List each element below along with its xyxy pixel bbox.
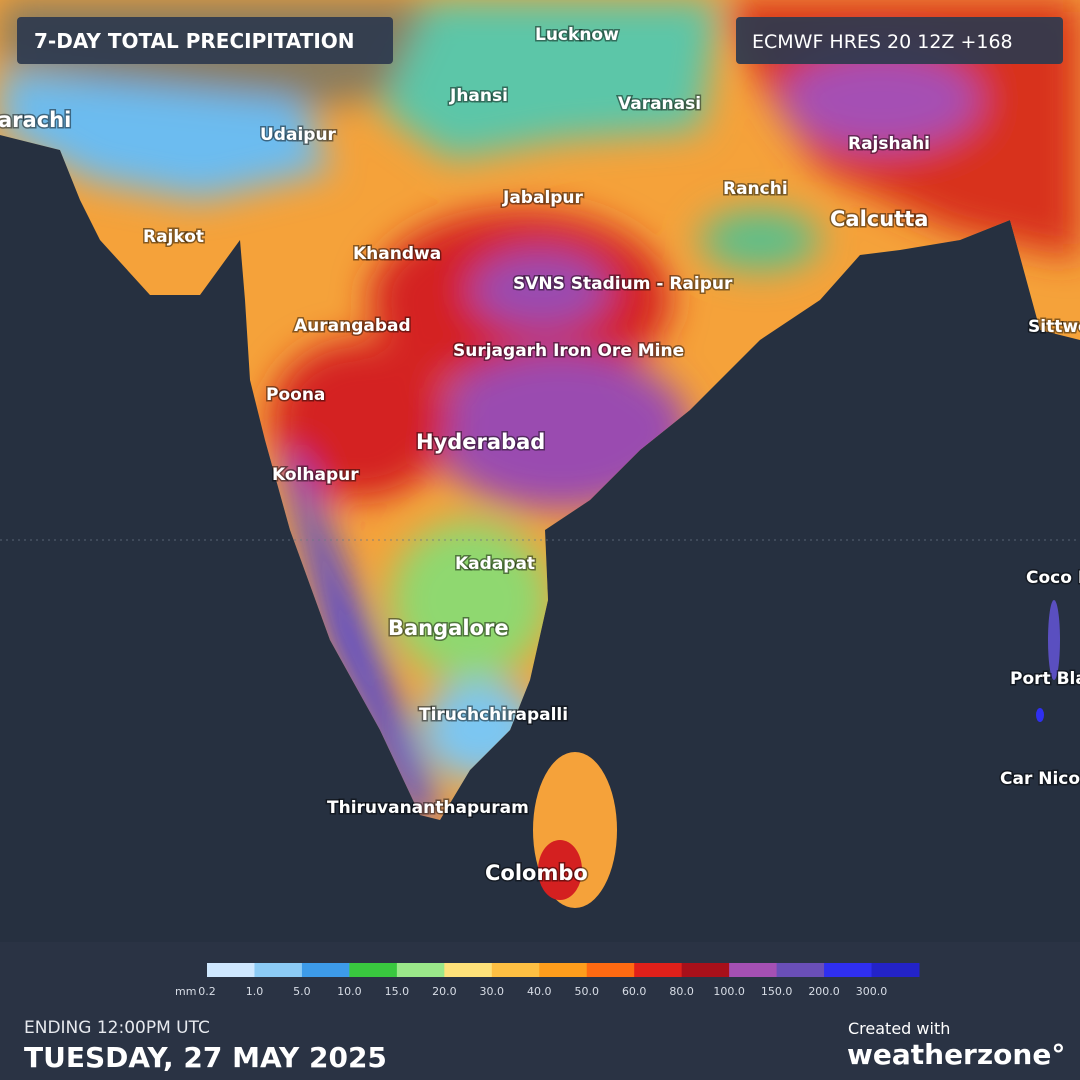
legend-tick-label: 10.0	[337, 985, 362, 998]
place: Udaipur	[260, 125, 337, 145]
legend-tick-label: 150.0	[761, 985, 793, 998]
title: 7-DAY TOTAL PRECIPITATION	[34, 29, 355, 53]
title-box	[17, 17, 393, 64]
legend-tick-label: 5.0	[293, 985, 311, 998]
legend-tick-label: 80.0	[669, 985, 694, 998]
place: Surjagarh Iron Ore Mine	[453, 341, 684, 361]
place: Kadapat	[455, 554, 535, 574]
place: Bangalore	[388, 616, 509, 640]
place: Car Nicob	[1000, 769, 1080, 789]
legend-swatch	[871, 963, 920, 977]
legend-swatch	[634, 963, 683, 977]
place: Rajkot	[143, 227, 204, 247]
place: Jabalpur	[502, 188, 584, 208]
island	[1036, 708, 1044, 722]
legend-tick-label: 100.0	[713, 985, 745, 998]
place: Tiruchchirapalli	[419, 705, 568, 725]
place: Poona	[266, 385, 325, 405]
place: arachi	[0, 108, 71, 132]
legend-tick-label: 30.0	[480, 985, 505, 998]
ending-label: ENDING 12:00PM UTC	[24, 1018, 210, 1038]
place: Calcutta	[830, 207, 928, 231]
legend-swatch	[349, 963, 398, 977]
legend-tick-label: 15.0	[385, 985, 410, 998]
place: Port Bla	[1010, 669, 1080, 689]
place: Varanasi	[618, 94, 701, 114]
legend-swatch	[586, 963, 635, 977]
legend-swatch	[539, 963, 588, 977]
sri-lanka-rain	[538, 840, 582, 900]
legend-swatch	[681, 963, 730, 977]
legend-unit: mm	[175, 985, 196, 998]
place: Hyderabad	[416, 430, 545, 454]
legend-swatch	[491, 963, 540, 977]
legend-swatch	[301, 963, 350, 977]
place-labels: Lucknow Jhansi Varanasi arachi Udaipur R…	[0, 24, 1080, 887]
legend-swatch	[444, 963, 493, 977]
legend-swatch	[396, 963, 445, 977]
legend-swatch	[729, 963, 778, 977]
legend-swatch	[254, 963, 303, 977]
legend-swatch	[776, 963, 825, 977]
date-label: TUESDAY, 27 MAY 2025	[24, 1041, 387, 1074]
legend-tick-label: 0.2	[198, 985, 216, 998]
legend-tick-label: 20.0	[432, 985, 457, 998]
legend-tick-label: 300.0	[856, 985, 888, 998]
place: Khandwa	[353, 244, 441, 264]
legend-tick-label: 60.0	[622, 985, 647, 998]
brand-logo: weatherzone°	[847, 1038, 1065, 1071]
legend-tick-label: 1.0	[246, 985, 264, 998]
place: Thiruvananthapuram	[327, 798, 529, 818]
model-box	[736, 17, 1063, 64]
legend: mm 0.2 1.0 5.0 10.0 15.0 20.0 30.0 40.0 50.0 60.0…	[175, 963, 920, 998]
place: Lucknow	[535, 25, 619, 45]
place: SVNS Stadium - Raipur	[513, 274, 733, 294]
legend-tick-label: 50.0	[574, 985, 599, 998]
place: Sittwe	[1028, 317, 1080, 337]
legend-tick-label: 40.0	[527, 985, 552, 998]
place: Kolhapur	[272, 465, 359, 485]
credit-label: Created with	[848, 1019, 950, 1038]
legend-swatch	[207, 963, 255, 977]
place: Colombo	[485, 861, 588, 885]
andaman	[1048, 600, 1060, 680]
place: Aurangabad	[294, 316, 411, 336]
place: Jhansi	[449, 86, 508, 106]
place: Coco I	[1026, 568, 1080, 588]
place: Ranchi	[723, 179, 788, 199]
legend-swatch	[824, 963, 873, 977]
model-label: ECMWF HRES 20 12Z +168	[752, 31, 1013, 53]
legend-tick-label: 200.0	[808, 985, 840, 998]
place: Rajshahi	[848, 134, 930, 154]
